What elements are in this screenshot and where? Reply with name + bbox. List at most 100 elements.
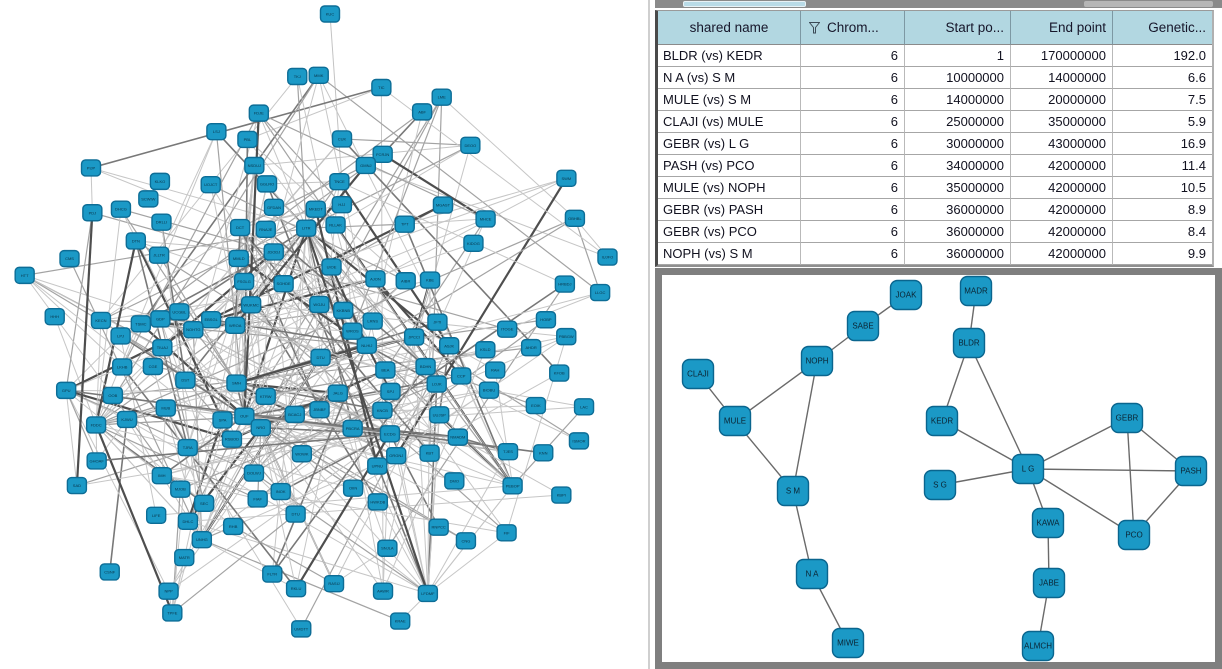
node-pash[interactable]: PASH: [1174, 455, 1208, 487]
overview-node[interactable]: KBE: [419, 271, 441, 289]
table-cell[interactable]: 35000000: [1011, 111, 1113, 133]
overview-node[interactable]: OIIN: [342, 479, 364, 497]
table-cell[interactable]: 42000000: [1011, 243, 1113, 265]
overview-node[interactable]: MMK: [308, 66, 329, 85]
overview-node[interactable]: JPCCI: [403, 328, 425, 346]
overview-node[interactable]: MATR: [174, 548, 195, 567]
overview-node[interactable]: SWM: [556, 169, 577, 187]
overview-node[interactable]: DEOO: [460, 136, 481, 154]
overview-node[interactable]: RKLU: [285, 579, 307, 598]
overview-node[interactable]: BCACJ: [284, 405, 305, 424]
overview-node[interactable]: HTT: [14, 266, 35, 285]
table-row[interactable]: NOPH (vs) S M 6 36000000 42000000 9.9: [658, 243, 1212, 265]
overview-node[interactable]: NSDUJ: [244, 156, 265, 175]
overview-node[interactable]: UIOE: [321, 258, 342, 276]
overview-node[interactable]: NLHIJ: [356, 336, 378, 354]
overview-node[interactable]: DCT: [229, 218, 251, 237]
overview-node[interactable]: FLTR: [262, 565, 283, 583]
table-row[interactable]: MULE (vs) NOPH 6 35000000 42000000 10.5: [658, 177, 1212, 199]
node-l-g[interactable]: L G: [1011, 453, 1045, 485]
overview-node[interactable]: KUC: [319, 5, 341, 23]
overview-node[interactable]: RLLAK: [325, 216, 346, 234]
overview-node[interactable]: MGAST: [432, 196, 454, 214]
table-cell[interactable]: 6: [801, 155, 905, 177]
table-cell[interactable]: 6.6: [1113, 67, 1212, 89]
overview-node[interactable]: LKHB: [112, 358, 133, 376]
column-header-start-po[interactable]: Start po...: [905, 11, 1011, 45]
overview-node[interactable]: UUJSP: [429, 406, 450, 424]
table-cell[interactable]: 6: [801, 89, 905, 111]
table-cell[interactable]: GEBR (vs) PCO: [658, 221, 801, 243]
overview-node[interactable]: KLKO: [149, 172, 171, 191]
table-cell[interactable]: 8.4: [1113, 221, 1212, 243]
table-cell[interactable]: 25000000: [905, 111, 1011, 133]
overview-node[interactable]: NOHTG: [183, 321, 204, 339]
table-cell[interactable]: 1: [905, 45, 1011, 67]
overview-node[interactable]: JLLTR: [148, 246, 170, 264]
node-pco[interactable]: PCO: [1117, 519, 1151, 551]
overview-node[interactable]: WUKMC: [240, 296, 262, 314]
detail-network-canvas[interactable]: JOAK SABE NOPH CLAJI MULE S M N A MIWE MADR BLDR K…: [662, 275, 1215, 662]
overview-node[interactable]: FDDC: [85, 416, 107, 434]
overview-node[interactable]: IMH: [151, 466, 173, 485]
overview-node[interactable]: SGHDE: [273, 275, 294, 293]
node-kawa[interactable]: KAWA: [1031, 507, 1065, 539]
overview-node[interactable]: ECDG: [379, 425, 401, 443]
overview-node[interactable]: CSNF: [99, 563, 120, 581]
overview-node[interactable]: FDJE: [248, 104, 270, 122]
table-cell[interactable]: 43000000: [1011, 133, 1113, 155]
overview-node[interactable]: TPT: [394, 215, 415, 233]
table-cell[interactable]: 6: [801, 199, 905, 221]
table-cell[interactable]: MULE (vs) S M: [658, 89, 801, 111]
overview-node[interactable]: LFDMF: [417, 584, 439, 603]
table-row[interactable]: PASH (vs) PCO 6 34000000 42000000 11.4: [658, 155, 1212, 177]
scrollbar-thumb-secondary[interactable]: [1084, 1, 1213, 7]
overview-node[interactable]: HJJ: [331, 195, 353, 214]
table-cell[interactable]: 6: [801, 177, 905, 199]
overview-node[interactable]: ISMOR: [568, 432, 590, 450]
overview-node[interactable]: LAC: [573, 398, 595, 416]
overview-node[interactable]: GFDAN: [263, 198, 285, 217]
table-row[interactable]: GEBR (vs) PCO 6 36000000 42000000 8.4: [658, 221, 1212, 243]
overview-node[interactable]: JDODJ: [263, 243, 284, 261]
table-cell[interactable]: 6: [801, 243, 905, 265]
overview-node[interactable]: EBSGL: [200, 311, 222, 329]
overview-node[interactable]: KKBNB: [333, 301, 354, 320]
table-row[interactable]: GEBR (vs) L G 6 30000000 43000000 16.9: [658, 133, 1212, 155]
column-header-chrom[interactable]: Chrom...: [801, 11, 905, 45]
column-header-end-point[interactable]: End point: [1011, 11, 1113, 45]
overview-node[interactable]: GGLRO: [256, 175, 278, 193]
overview-node[interactable]: PEBOP: [502, 477, 523, 495]
overview-node[interactable]: DTN: [125, 232, 147, 250]
table-row[interactable]: GEBR (vs) PASH 6 36000000 42000000 8.9: [658, 199, 1212, 221]
overview-node[interactable]: JBNBF: [309, 401, 330, 419]
overview-node[interactable]: CMS: [59, 249, 80, 268]
overview-node[interactable]: OBHBL: [564, 209, 586, 228]
overview-node[interactable]: RNPCC: [428, 518, 449, 536]
table-cell[interactable]: 10.5: [1113, 177, 1212, 199]
node-jabe[interactable]: JABE: [1032, 567, 1066, 599]
overview-node[interactable]: ITOGE: [496, 320, 518, 338]
overview-node[interactable]: DTU: [310, 348, 331, 367]
overview-node[interactable]: DOLWJ: [243, 464, 265, 482]
table-cell[interactable]: 192.0: [1113, 45, 1212, 67]
overview-node[interactable]: IUJFO: [597, 248, 618, 266]
overview-node[interactable]: CNG: [455, 532, 477, 550]
table-cell[interactable]: 30000000: [905, 133, 1011, 155]
overview-node[interactable]: DTU: [285, 505, 306, 523]
table-cell[interactable]: 36000000: [905, 199, 1011, 221]
overview-node[interactable]: PIJP: [80, 159, 102, 177]
overview-node[interactable]: TKJ: [287, 67, 308, 86]
table-cell[interactable]: NOPH (vs) S M: [658, 243, 801, 265]
overview-node[interactable]: FCRJN: [372, 145, 393, 163]
overview-node[interactable]: UNHG: [191, 530, 213, 549]
overview-node[interactable]: FSGLG: [233, 272, 255, 291]
table-cell[interactable]: 16.9: [1113, 133, 1212, 155]
overview-node[interactable]: BDHN: [415, 357, 436, 376]
overview-node[interactable]: KRAE: [390, 612, 411, 630]
overview-node[interactable]: TIUAJ: [152, 339, 173, 357]
table-cell[interactable]: 36000000: [905, 221, 1011, 243]
overview-node[interactable]: MUB: [155, 399, 176, 417]
overview-node[interactable]: LME: [431, 88, 452, 106]
overview-node[interactable]: KNCB: [372, 401, 393, 419]
